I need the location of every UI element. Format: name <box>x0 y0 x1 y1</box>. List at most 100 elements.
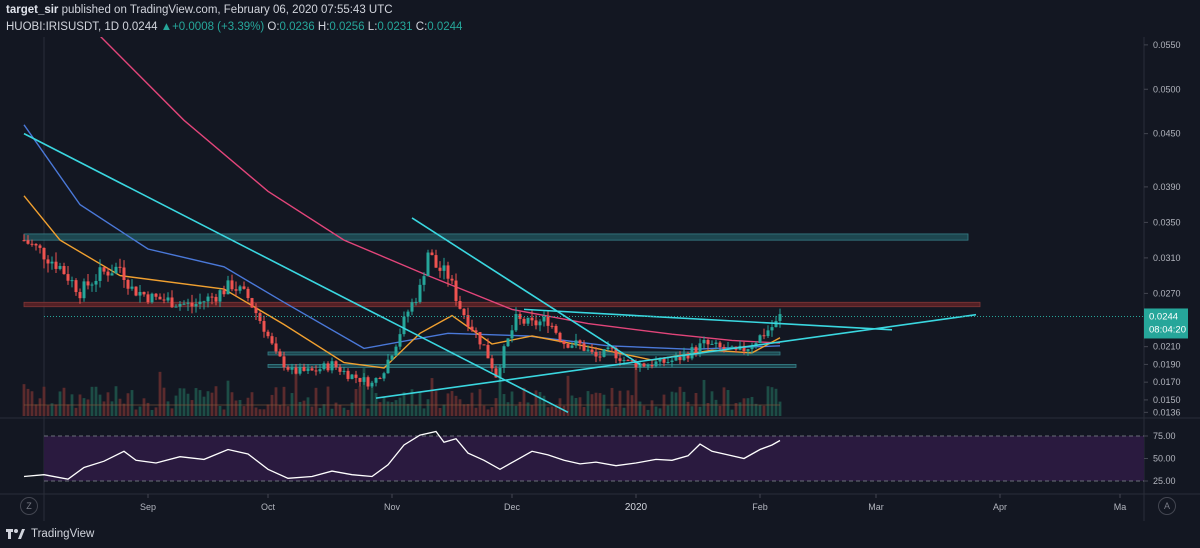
volume-bar <box>74 407 78 416</box>
volume-bar <box>166 401 170 416</box>
volume-bar <box>674 392 678 416</box>
time-tick-label: Oct <box>261 502 276 512</box>
candle-body <box>162 299 166 301</box>
volume-bar <box>238 399 242 416</box>
candle-body <box>506 338 510 347</box>
volume-bar <box>770 387 774 416</box>
candle-body <box>466 315 470 327</box>
candle-body <box>306 368 310 371</box>
candle-body <box>546 316 550 326</box>
candle-body <box>286 367 290 370</box>
candle-body <box>462 308 466 316</box>
candle-body <box>218 290 222 302</box>
trendline[interactable] <box>23 132 569 414</box>
volume-bar <box>386 401 390 416</box>
volume-bar <box>394 400 398 416</box>
volume-bar <box>262 409 266 416</box>
candle-body <box>622 360 626 362</box>
price-tick-label: 0.0390 <box>1153 182 1181 192</box>
auto-scale-button[interactable]: A <box>1158 497 1176 515</box>
volume-bar <box>702 379 706 416</box>
trendline[interactable] <box>375 313 977 399</box>
volume-bar <box>334 402 338 416</box>
candle-body <box>46 259 50 264</box>
candle-body <box>626 360 630 362</box>
volume-bar <box>482 405 486 416</box>
candle-body <box>490 358 494 369</box>
price-tick-label: 0.0150 <box>1153 395 1181 405</box>
volume-bar <box>134 409 138 416</box>
volume-bar <box>774 388 778 416</box>
candle-body <box>594 351 598 357</box>
volume-bar <box>666 405 670 416</box>
volume-bar <box>54 404 58 416</box>
time-tick-label: Sep <box>140 502 156 512</box>
candle-body <box>202 301 206 303</box>
candle-body <box>230 280 234 290</box>
volume-bar <box>66 404 70 416</box>
candle-body <box>482 344 486 346</box>
zoom-reset-button[interactable]: Z <box>20 497 38 515</box>
candle-body <box>170 297 174 308</box>
trendline[interactable] <box>411 217 641 366</box>
volume-bar <box>530 404 534 416</box>
candle-body <box>226 280 230 295</box>
volume-bar <box>410 389 414 416</box>
volume-bar <box>118 398 122 416</box>
volume-bar <box>266 404 270 416</box>
volume-bar <box>206 391 210 416</box>
volume-bar <box>566 375 570 416</box>
candle-body <box>322 363 326 370</box>
volume-bar <box>682 391 686 416</box>
volume-bar <box>478 389 482 416</box>
symbol-label[interactable]: HUOBI:IRISUSDT, 1D <box>6 21 120 33</box>
volume-bar <box>470 392 474 416</box>
candle-body <box>414 301 418 303</box>
price-tick-label: 0.0500 <box>1153 84 1181 94</box>
candle-body <box>574 340 578 346</box>
price-tick-label: 0.0210 <box>1153 342 1181 352</box>
volume-bar <box>158 371 162 416</box>
volume-bar <box>110 401 114 416</box>
volume-bar <box>422 408 426 416</box>
candle-body <box>290 367 294 370</box>
volume-bar <box>234 400 238 416</box>
volume-bar <box>714 399 718 416</box>
candle-body <box>386 359 390 374</box>
candle-body <box>78 292 82 299</box>
volume-bar <box>30 391 34 416</box>
volume-bar <box>182 388 186 416</box>
candle-body <box>90 284 94 286</box>
tradingview-logo[interactable]: TradingView <box>6 527 94 541</box>
candle-body <box>102 267 106 272</box>
candle-body <box>702 339 706 344</box>
candle-body <box>618 358 622 361</box>
candle-body <box>498 367 502 378</box>
candle-body <box>678 356 682 361</box>
candle-body <box>54 261 58 269</box>
volume-bar <box>762 405 766 416</box>
volume-bar <box>346 409 350 416</box>
trendline[interactable] <box>523 308 893 331</box>
publisher-name[interactable]: target_sir <box>6 4 59 16</box>
price-pane[interactable] <box>44 37 1144 416</box>
chart-header: target_sir published on TradingView.com,… <box>0 0 1200 38</box>
volume-bar <box>498 373 502 416</box>
horizontal-zone[interactable] <box>267 351 781 356</box>
candle-body <box>746 349 750 352</box>
volume-bar <box>766 386 770 416</box>
horizontal-zone[interactable] <box>267 364 797 368</box>
candle-body <box>674 356 678 361</box>
candle-body <box>634 361 638 368</box>
horizontal-zone[interactable] <box>23 301 981 308</box>
volume-bar <box>694 392 698 416</box>
volume-bar <box>138 406 142 416</box>
volume-bar <box>742 398 746 416</box>
high-value: 0.0256 <box>329 21 365 33</box>
candle-body <box>282 356 286 368</box>
candle-body <box>578 340 582 344</box>
horizontal-zone[interactable] <box>23 233 969 241</box>
volume-bar <box>514 405 518 416</box>
chart-footer: TradingView <box>0 521 1200 548</box>
chart-canvas[interactable]: 0.0550 0.0500 0.0450 0.0390 0.0350 0.0310 0.02… <box>0 37 1200 521</box>
